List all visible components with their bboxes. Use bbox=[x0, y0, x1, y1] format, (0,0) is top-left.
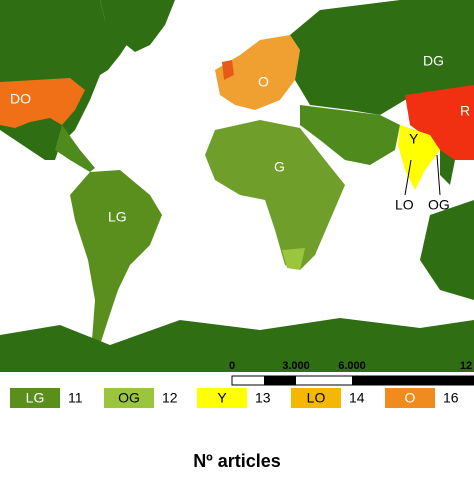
region-label: R bbox=[460, 103, 470, 119]
leader-line bbox=[404, 159, 412, 196]
legend-swatch bbox=[197, 388, 247, 408]
china bbox=[405, 85, 474, 160]
legend-code: OG bbox=[118, 390, 140, 406]
legend-count: 12 bbox=[162, 390, 178, 406]
legend-count: 13 bbox=[255, 390, 271, 406]
region-label: O bbox=[258, 74, 269, 90]
legend-count: 11 bbox=[68, 390, 83, 406]
russia bbox=[290, 0, 474, 115]
legend-code: Y bbox=[217, 390, 227, 406]
region-label: DG bbox=[423, 53, 444, 69]
world-map: DO O DG R G Y LO OG LG bbox=[0, 0, 474, 372]
legend-code: O bbox=[405, 390, 416, 406]
antarctica bbox=[0, 318, 474, 372]
region-label: LG bbox=[108, 209, 127, 225]
legend-code: LG bbox=[26, 390, 45, 406]
australia bbox=[420, 200, 474, 300]
legend-count: 14 bbox=[349, 390, 365, 406]
scale-label: 6.000 bbox=[338, 360, 366, 372]
scale-label: 0 bbox=[229, 360, 235, 372]
leader-line bbox=[436, 154, 441, 196]
europe bbox=[215, 35, 300, 110]
south-america bbox=[70, 170, 162, 345]
uk bbox=[222, 60, 234, 80]
legend-title: Nº articles bbox=[193, 451, 281, 471]
region-label: G bbox=[274, 159, 285, 175]
legend-count: 16 bbox=[443, 390, 459, 406]
middle-east bbox=[300, 105, 400, 165]
scale-label: 3.000 bbox=[282, 360, 310, 372]
region-label: DO bbox=[10, 91, 31, 107]
legend-swatch bbox=[104, 388, 154, 408]
legend-swatch bbox=[385, 388, 435, 408]
greenland bbox=[100, 0, 175, 52]
scale-segment bbox=[264, 376, 296, 385]
legend: LG 11 OG 12 Y 13 LO 14 O 16 bbox=[10, 388, 459, 408]
legend-swatch bbox=[10, 388, 60, 408]
region-label: LO bbox=[395, 197, 414, 213]
scale-bar: 0 3.000 6.000 12 bbox=[229, 360, 474, 386]
scale-label: 12 bbox=[460, 360, 472, 372]
central-america bbox=[55, 125, 95, 172]
region-label: OG bbox=[428, 197, 450, 213]
scale-segment bbox=[352, 376, 474, 385]
southeast-asia bbox=[440, 150, 455, 185]
region-label: Y bbox=[409, 131, 419, 147]
usa bbox=[0, 78, 85, 128]
south-africa bbox=[282, 248, 305, 270]
legend-code: LO bbox=[307, 390, 326, 406]
legend-swatch bbox=[291, 388, 341, 408]
africa bbox=[205, 120, 345, 270]
